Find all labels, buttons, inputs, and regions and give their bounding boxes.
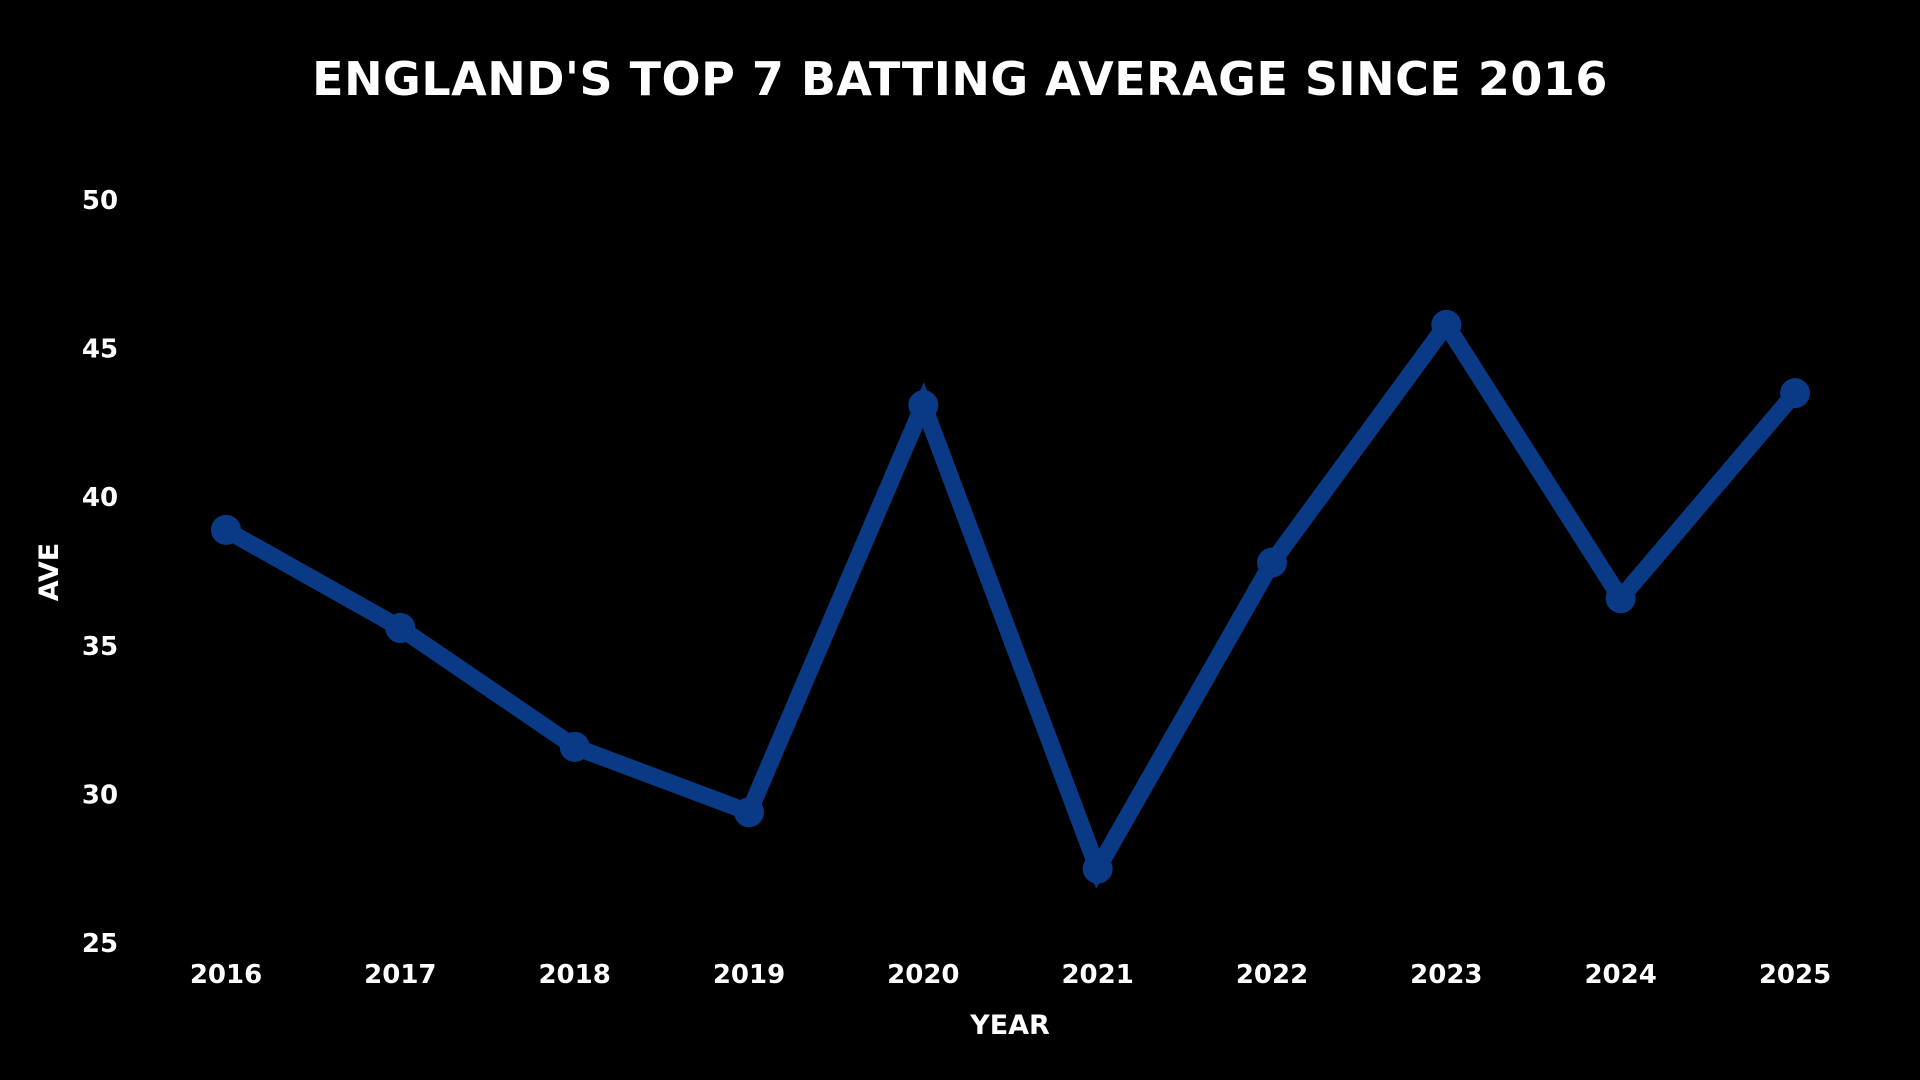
- x-tick-label: 2022: [1236, 960, 1308, 990]
- x-tick-label: 2024: [1584, 960, 1656, 990]
- data-points: [211, 309, 1810, 884]
- series-layer: [221, 309, 1802, 889]
- data-point: [211, 514, 241, 545]
- y-axis-label: AVE: [34, 543, 65, 601]
- y-tick-label: 50: [82, 186, 118, 216]
- x-axis-label: YEAR: [969, 1010, 1050, 1041]
- x-tick-label: 2016: [190, 960, 262, 990]
- data-point: [385, 612, 416, 643]
- y-tick-label: 30: [82, 780, 118, 810]
- series-line: [221, 309, 1802, 889]
- data-point: [908, 390, 939, 421]
- data-point: [559, 731, 590, 762]
- data-point: [734, 797, 764, 828]
- x-tick-label: 2019: [713, 960, 785, 990]
- y-axis-ticks: 25 30 35 40 45 50: [82, 186, 118, 959]
- data-point: [1082, 853, 1113, 884]
- y-tick-label: 45: [82, 335, 118, 365]
- x-tick-label: 2023: [1410, 960, 1482, 990]
- y-tick-label: 35: [82, 632, 118, 662]
- y-tick-label: 40: [82, 483, 118, 513]
- x-tick-label: 2018: [538, 960, 610, 990]
- data-point: [1780, 378, 1810, 409]
- data-point: [1431, 309, 1462, 340]
- x-tick-label: 2021: [1061, 960, 1133, 990]
- x-tick-label: 2017: [364, 960, 436, 990]
- x-axis-ticks: 2016 2017 2018 2019 2020 2021 2022 2023 2024 2025: [190, 960, 1831, 990]
- x-tick-label: 2025: [1759, 960, 1831, 990]
- y-tick-label: 25: [82, 929, 118, 959]
- data-point: [1257, 547, 1287, 578]
- x-tick-label: 2020: [887, 960, 959, 990]
- data-point: [1605, 583, 1636, 614]
- chart-title: ENGLAND'S TOP 7 BATTING AVERAGE SINCE 20…: [312, 52, 1608, 106]
